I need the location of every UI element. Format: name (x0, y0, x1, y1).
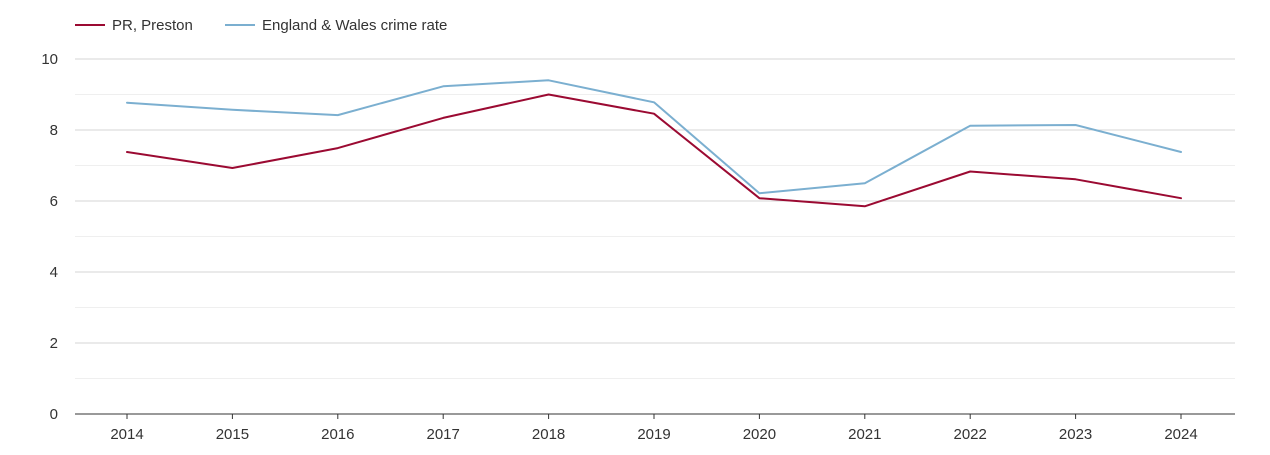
series-line-england-wales (126, 79, 1182, 195)
x-tick-label: 2017 (427, 426, 460, 443)
y-tick-label: 2 (50, 335, 58, 352)
x-tick-label: 2019 (637, 426, 670, 443)
x-tick-label: 2016 (321, 426, 354, 443)
chart-legend: PR, Preston England & Wales crime rate (75, 17, 447, 34)
y-tick-label: 6 (50, 193, 58, 210)
x-tick-label: 2015 (216, 426, 249, 443)
x-axis: 2014 2015 2016 2017 2018 2019 2020 2021 2022 2023… (75, 413, 1235, 443)
y-axis: 0 2 4 6 8 10 (41, 51, 58, 423)
y-tick-label: 8 (50, 122, 58, 139)
legend-item-england-wales[interactable]: England & Wales crime rate (225, 17, 447, 34)
legend-label: PR, Preston (112, 17, 193, 34)
x-tick-label: 2020 (743, 426, 776, 443)
x-tick-label: 2014 (110, 426, 143, 443)
legend-label: England & Wales crime rate (262, 17, 447, 34)
legend-item-preston[interactable]: PR, Preston (75, 17, 193, 34)
x-tick-label: 2024 (1164, 426, 1197, 443)
x-tick-label: 2021 (848, 426, 881, 443)
y-tick-label: 0 (50, 406, 58, 423)
chart-series (126, 79, 1182, 208)
x-tick-label: 2018 (532, 426, 565, 443)
x-tick-label: 2022 (954, 426, 987, 443)
y-tick-label: 10 (41, 51, 58, 68)
chart-gridlines (75, 58, 1235, 379)
y-tick-label: 4 (50, 264, 58, 281)
series-line-preston (126, 93, 1182, 208)
x-tick-label: 2023 (1059, 426, 1092, 443)
